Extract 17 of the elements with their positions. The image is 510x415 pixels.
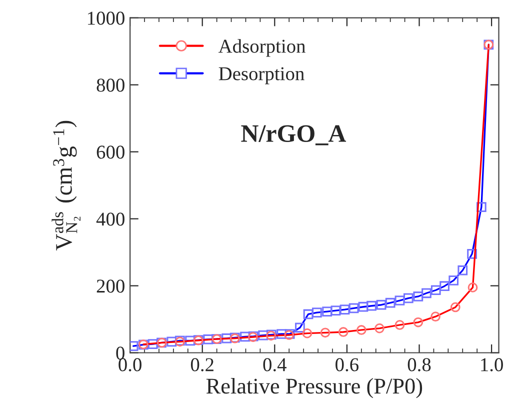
x-tick-label: 0.4 (263, 358, 286, 372)
y-tick-label: 600 (96, 146, 124, 159)
x-tick-label: 0.6 (336, 358, 359, 372)
annotation: N/rGO_A (241, 125, 346, 146)
y-tick-label: 200 (96, 280, 124, 293)
y-tick-label: 800 (96, 78, 124, 92)
x-axis-title: Relative Pressure (P/P0) (206, 378, 422, 398)
x-tick-label: 1.0 (481, 358, 503, 372)
legend-label: Desorption (218, 67, 304, 84)
y-axis-title: V$^{ads}$$_{N₂}$ (cm$^{3}$g$^{−1}$) (52, 120, 80, 251)
x-tick-label: 0.8 (408, 358, 431, 372)
legend-label: Adsorption (218, 39, 306, 57)
y-tick-label: 1000 (88, 12, 124, 25)
x-tick-label: 0.2 (190, 358, 214, 372)
y-tick-label: 0 (116, 346, 124, 360)
x-tick-label: 0.0 (118, 358, 142, 372)
y-tick-label: 400 (96, 212, 124, 226)
